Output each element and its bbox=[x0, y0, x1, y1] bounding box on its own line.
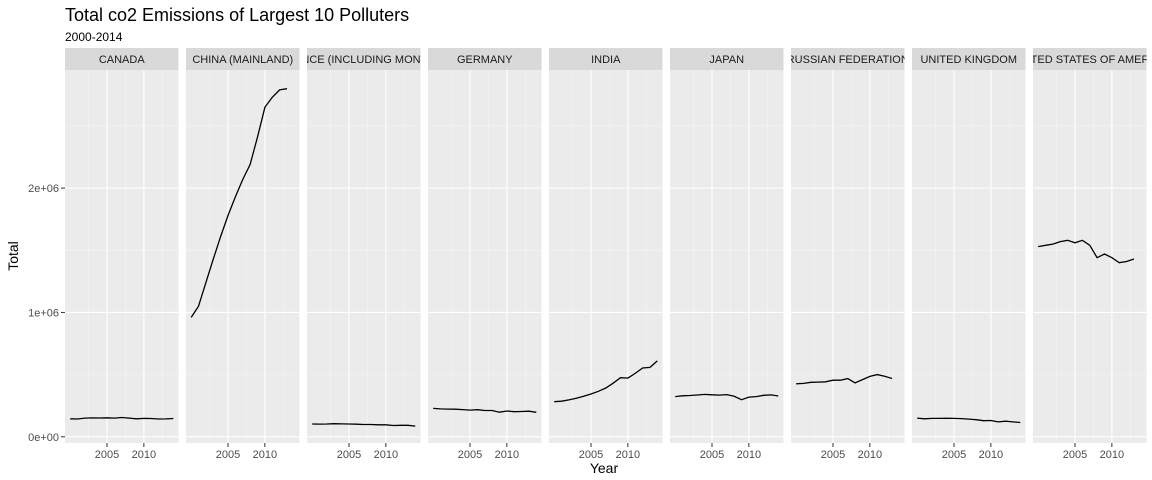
panel-background bbox=[912, 70, 1026, 443]
x-tick-label: 2010 bbox=[858, 449, 882, 461]
facet-strip-label: UNITED KINGDOM bbox=[920, 54, 1017, 66]
facet-strip-label: UNITED STATES OF AMERICA bbox=[1012, 54, 1152, 66]
series-line bbox=[1038, 239, 1135, 264]
facet-strip-label: FRANCE (INCLUDING MONACO) bbox=[279, 54, 448, 66]
y-axis: 0e+00 1e+06 2e+06 bbox=[28, 183, 65, 444]
x-tick-label: 2010 bbox=[979, 449, 1003, 461]
facet-strip bbox=[549, 48, 663, 70]
y-tick-label: 2e+06 bbox=[28, 183, 59, 195]
panel-background bbox=[186, 70, 300, 443]
x-tick-label: 2010 bbox=[374, 449, 398, 461]
x-tick-label: 2005 bbox=[700, 449, 724, 461]
facet-strip-label: GERMANY bbox=[457, 54, 513, 66]
facet-panel: RUSSIAN FEDERATION 2005 2010 bbox=[787, 48, 909, 461]
facet-strip bbox=[186, 48, 300, 70]
x-tick-label: 2005 bbox=[942, 449, 966, 461]
panel-background bbox=[791, 70, 905, 443]
x-tick-label: 2010 bbox=[495, 449, 519, 461]
facet-strip-label: INDIA bbox=[591, 54, 621, 66]
series-line bbox=[433, 407, 537, 413]
series-line bbox=[190, 88, 288, 318]
panel-background bbox=[1033, 70, 1147, 443]
x-tick-label: 2005 bbox=[95, 449, 119, 461]
facet-strip bbox=[670, 48, 784, 70]
y-tick-label: 0e+00 bbox=[28, 432, 59, 444]
x-tick-label: 2005 bbox=[1063, 449, 1087, 461]
panel-background bbox=[428, 70, 542, 443]
panel-background bbox=[307, 70, 421, 443]
facet-panel: CANADA 2005 2010 bbox=[65, 48, 179, 461]
facet-strip bbox=[1033, 48, 1147, 70]
chart-subtitle: 2000-2014 bbox=[65, 30, 123, 44]
x-tick-label: 2005 bbox=[337, 449, 361, 461]
y-axis-title: Total bbox=[5, 241, 21, 271]
x-tick-label: 2010 bbox=[737, 449, 761, 461]
x-tick-label: 2010 bbox=[132, 449, 156, 461]
x-tick-label: 2005 bbox=[579, 449, 603, 461]
facet-strip-label: CHINA (MAINLAND) bbox=[192, 54, 293, 66]
facet-panel: CHINA (MAINLAND) 2005 2010 bbox=[186, 48, 300, 461]
facet-panel: UNITED STATES OF AMERICA 2005 2010 bbox=[1012, 48, 1152, 461]
y-tick-label: 1e+06 bbox=[28, 307, 59, 319]
facet-panel: JAPAN 2005 2010 bbox=[670, 48, 784, 461]
x-tick-label: 2010 bbox=[616, 449, 640, 461]
series-line bbox=[917, 417, 1021, 424]
series-line bbox=[675, 393, 779, 401]
facet-strip-label: RUSSIAN FEDERATION bbox=[787, 54, 909, 66]
facet-strip-label: JAPAN bbox=[709, 54, 744, 66]
x-tick-label: 2005 bbox=[216, 449, 240, 461]
panel-background bbox=[670, 70, 784, 443]
x-tick-label: 2010 bbox=[253, 449, 277, 461]
series-line bbox=[554, 360, 658, 403]
series-line bbox=[796, 373, 893, 385]
facet-panel: INDIA 2005 2010 bbox=[549, 48, 663, 461]
chart-title: Total co2 Emissions of Largest 10 Pollut… bbox=[65, 5, 409, 25]
facet-panel: UNITED KINGDOM 2005 2010 bbox=[912, 48, 1026, 461]
facet-strip bbox=[428, 48, 542, 70]
panel-background bbox=[549, 70, 663, 443]
facet-strip bbox=[307, 48, 421, 70]
facet-strip bbox=[912, 48, 1026, 70]
series-line bbox=[70, 416, 174, 420]
facet-strip-label: CANADA bbox=[99, 54, 146, 66]
x-axis-title: Year bbox=[590, 460, 619, 476]
facet-panel: FRANCE (INCLUDING MONACO) 2005 2010 bbox=[279, 48, 448, 461]
facet-panel: GERMANY 2005 2010 bbox=[428, 48, 542, 461]
x-tick-label: 2005 bbox=[821, 449, 845, 461]
facet-strip bbox=[791, 48, 905, 70]
series-line bbox=[312, 423, 416, 427]
facet-strip bbox=[65, 48, 179, 70]
panel-background bbox=[65, 70, 179, 443]
x-tick-label: 2010 bbox=[1100, 449, 1124, 461]
x-tick-label: 2005 bbox=[458, 449, 482, 461]
